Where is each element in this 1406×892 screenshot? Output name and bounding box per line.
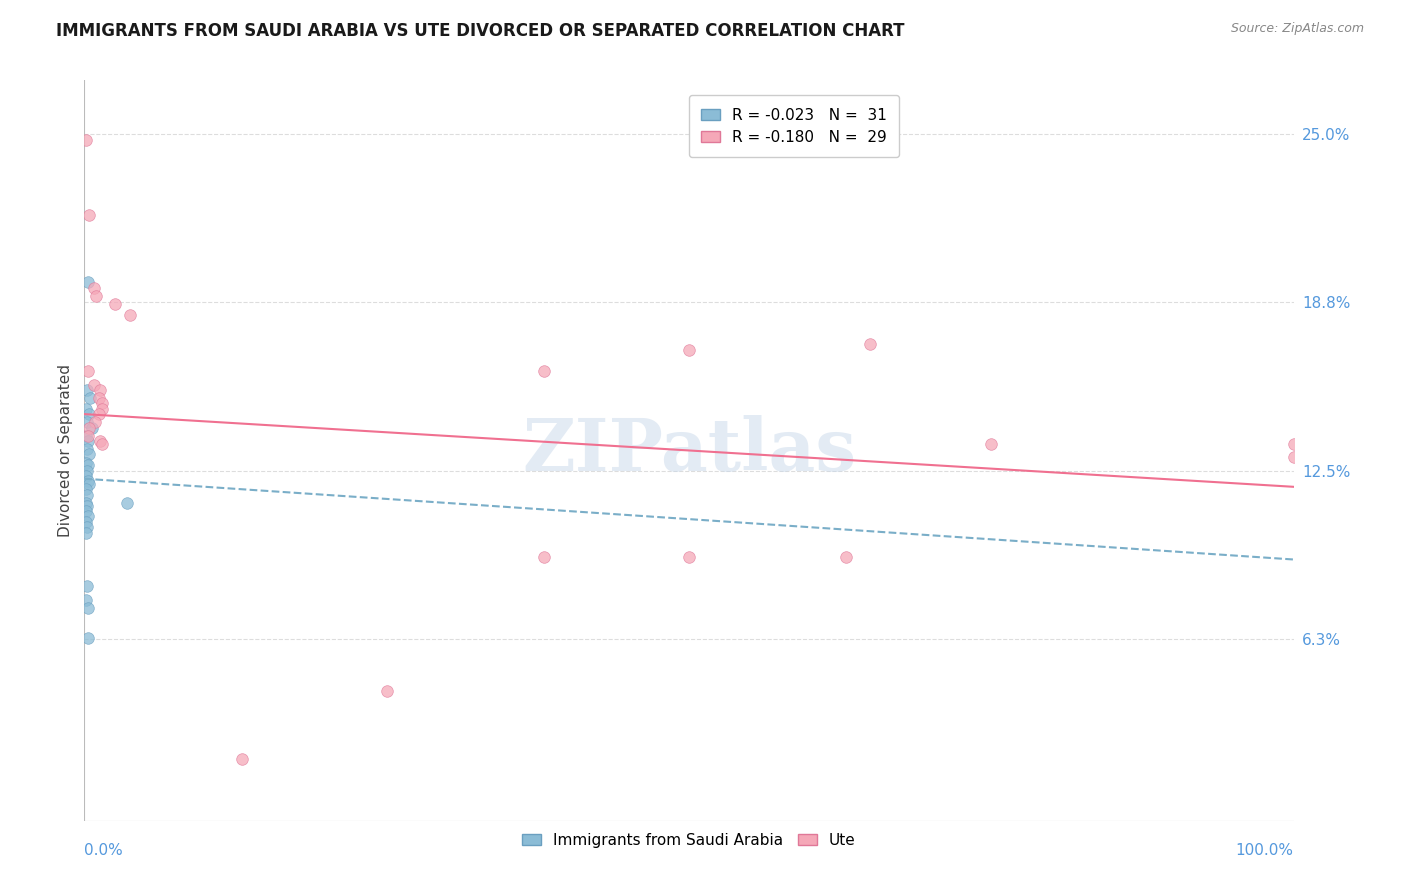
Point <box>89 434 111 448</box>
Point <box>91 396 114 410</box>
Point <box>75 504 97 518</box>
Point <box>678 343 700 357</box>
Point <box>91 436 114 450</box>
Point <box>75 469 97 483</box>
Text: IMMIGRANTS FROM SAUDI ARABIA VS UTE DIVORCED OR SEPARATED CORRELATION CHART: IMMIGRANTS FROM SAUDI ARABIA VS UTE DIVO… <box>56 22 904 40</box>
Point <box>77 631 100 645</box>
Point <box>231 752 253 766</box>
Point <box>678 549 700 564</box>
Point <box>980 436 1002 450</box>
Point <box>115 496 138 510</box>
Point <box>75 496 97 510</box>
Point <box>1282 450 1305 465</box>
Point <box>76 442 98 456</box>
Point <box>77 477 100 491</box>
Point <box>77 208 100 222</box>
Point <box>77 458 100 473</box>
Point <box>104 297 127 311</box>
Text: ZIPatlas: ZIPatlas <box>522 415 856 486</box>
Point <box>75 483 97 497</box>
Text: 100.0%: 100.0% <box>1236 843 1294 858</box>
Point <box>79 391 101 405</box>
Point <box>75 525 97 540</box>
Point <box>835 549 858 564</box>
Point <box>76 520 98 534</box>
Y-axis label: Divorced or Separated: Divorced or Separated <box>58 364 73 537</box>
Point <box>76 415 98 429</box>
Point <box>76 579 98 593</box>
Point <box>75 593 97 607</box>
Point <box>77 428 100 442</box>
Point <box>84 415 107 429</box>
Point <box>76 383 98 397</box>
Point <box>859 337 882 351</box>
Point <box>75 132 97 146</box>
Point <box>75 401 97 416</box>
Point <box>87 407 110 421</box>
Point <box>75 456 97 470</box>
Text: Source: ZipAtlas.com: Source: ZipAtlas.com <box>1230 22 1364 36</box>
Point <box>77 601 100 615</box>
Point <box>77 509 100 524</box>
Point <box>87 391 110 405</box>
Point <box>77 434 100 448</box>
Point <box>375 684 398 698</box>
Point <box>75 515 97 529</box>
Point <box>91 401 114 416</box>
Point <box>77 364 100 378</box>
Point <box>77 420 100 434</box>
Point <box>120 308 142 322</box>
Legend: Immigrants from Saudi Arabia, Ute: Immigrants from Saudi Arabia, Ute <box>516 827 862 854</box>
Point <box>80 420 103 434</box>
Point <box>77 448 100 462</box>
Point <box>86 288 108 302</box>
Point <box>1282 436 1305 450</box>
Point <box>83 377 105 392</box>
Point <box>76 464 98 478</box>
Point <box>533 364 555 378</box>
Point <box>533 549 555 564</box>
Point <box>76 499 98 513</box>
Point <box>76 488 98 502</box>
Point <box>83 280 105 294</box>
Point <box>77 275 100 289</box>
Point <box>77 407 100 421</box>
Point <box>75 428 97 442</box>
Point <box>89 383 111 397</box>
Text: 0.0%: 0.0% <box>84 843 124 858</box>
Point <box>77 475 100 489</box>
